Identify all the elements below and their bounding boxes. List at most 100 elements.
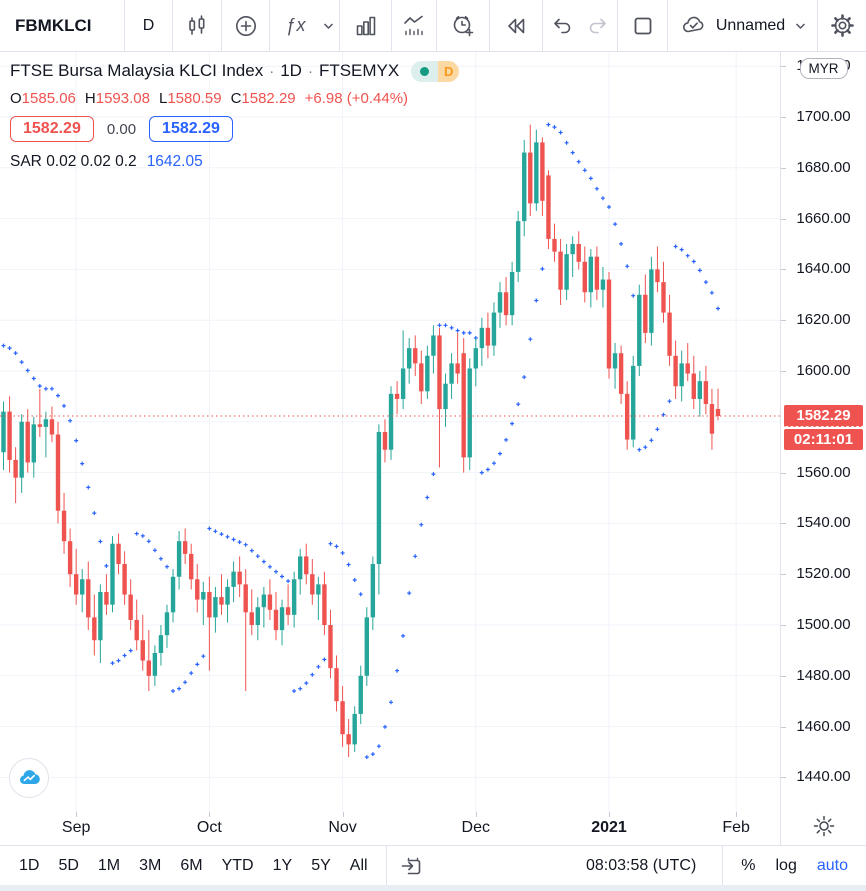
exchange-label[interactable]: FTSEMYX	[318, 61, 400, 80]
candle-body	[346, 734, 351, 745]
candle-body	[158, 635, 164, 653]
candle-body	[406, 348, 412, 369]
candle-body	[358, 675, 363, 714]
undo-icon[interactable]	[546, 9, 580, 43]
indicators-fx-icon[interactable]: ƒx	[285, 15, 307, 35]
close-label: C	[230, 89, 242, 107]
settings-gear-icon[interactable]	[825, 9, 859, 43]
candle-body	[370, 564, 376, 618]
candle-body	[104, 591, 109, 605]
indicator-legend-row[interactable]: SAR 0.02 0.02 0.2 1642.05	[10, 153, 459, 171]
currency-badge[interactable]: MYR	[799, 58, 848, 79]
open-value: 1585.06	[21, 89, 76, 107]
range-button-6M[interactable]: 6M	[180, 857, 203, 874]
range-button-1M[interactable]: 1M	[97, 857, 121, 874]
bar-replay-icon[interactable]	[499, 9, 533, 43]
chevron-down-icon[interactable]	[795, 22, 806, 30]
candle-body	[473, 348, 478, 369]
candle-body	[413, 348, 418, 364]
auto-scale-button[interactable]: auto	[816, 857, 848, 874]
candle-body	[37, 424, 43, 427]
range-button-1D[interactable]: 1D	[19, 857, 40, 874]
chart-pane[interactable]: FTSE Bursa Malaysia KLCI Index · 1D · FT…	[0, 52, 780, 812]
interval-label[interactable]: 1D	[280, 61, 302, 80]
symbol-search-button[interactable]: FBMKLCI	[15, 15, 92, 35]
cloud-save-icon[interactable]	[679, 9, 709, 43]
candle-body	[122, 564, 127, 595]
chevron-down-icon[interactable]	[323, 22, 334, 30]
candle-body	[304, 556, 309, 575]
candle-body	[237, 571, 242, 585]
go-to-date-icon[interactable]	[395, 849, 429, 883]
market-status-badge[interactable]: D	[411, 60, 460, 82]
candle-body	[382, 431, 388, 450]
time-axis-tick	[209, 812, 211, 817]
candle-body	[334, 668, 339, 702]
candle-body	[146, 660, 152, 676]
candle-body	[552, 238, 557, 252]
high-value: 1593.08	[95, 89, 150, 107]
candlestick-style-icon[interactable]	[180, 9, 214, 43]
candle-body	[467, 368, 472, 458]
interval-button[interactable]: D	[142, 16, 155, 34]
brightness-sun-icon[interactable]	[812, 814, 836, 843]
redo-icon[interactable]	[580, 9, 614, 43]
indicator-value: 1642.05	[146, 153, 203, 170]
indicator-templates-icon[interactable]	[349, 9, 383, 43]
percent-scale-button[interactable]: %	[741, 857, 756, 874]
price-axis-tick	[781, 371, 786, 372]
candle-body	[140, 640, 145, 661]
candle-body	[291, 579, 297, 615]
range-button-1Y[interactable]: 1Y	[272, 857, 293, 874]
range-button-All[interactable]: All	[349, 857, 368, 874]
log-scale-button[interactable]: log	[775, 857, 797, 874]
range-button-5Y[interactable]: 5Y	[311, 857, 331, 874]
candle-body	[152, 652, 158, 676]
price-axis-label: 1500.00	[796, 616, 851, 633]
candle-body	[715, 408, 721, 416]
range-button-YTD[interactable]: YTD	[221, 857, 254, 874]
symbol-title[interactable]: FTSE Bursa Malaysia KLCI Index	[10, 61, 264, 80]
price-axis-tick	[781, 117, 786, 118]
low-label: L	[158, 89, 168, 107]
change-value: +6.98 (+0.44%)	[304, 89, 409, 107]
ohlc-row: O 1585.06 H 1593.08 L 1580.59 C 1582.29 …	[10, 89, 459, 107]
price-axis-tick	[781, 269, 786, 271]
compare-add-icon[interactable]	[229, 9, 263, 43]
alert-clock-plus-icon[interactable]	[446, 9, 480, 43]
buy-price-box[interactable]: 1582.29	[149, 116, 233, 142]
candle-body	[679, 363, 684, 387]
price-axis[interactable]: MYR 1440.00 1460.00 1480.00 1500.00 1520.00 1…	[780, 52, 866, 845]
candle-body	[449, 363, 454, 384]
layout-square-icon[interactable]	[626, 9, 660, 43]
candle-body	[455, 363, 460, 374]
chart-patterns-icon[interactable]	[397, 9, 431, 43]
sell-price-box[interactable]: 1582.29	[10, 116, 94, 142]
open-label: O	[10, 89, 22, 107]
price-axis-tick	[781, 167, 786, 169]
time-axis-tick	[736, 812, 738, 817]
range-button-3M[interactable]: 3M	[139, 857, 162, 874]
candle-body	[479, 327, 485, 349]
clock-utc[interactable]: 08:03:58 (UTC)	[586, 857, 697, 874]
candle-body	[86, 579, 91, 618]
candle-body	[207, 591, 212, 618]
candle-body	[582, 261, 587, 293]
time-axis-tick	[76, 812, 78, 817]
candle-body	[273, 609, 279, 631]
layout-name-button[interactable]: Unnamed	[715, 16, 786, 34]
price-axis-tick	[781, 472, 786, 474]
symbol-search-group: FBMKLCI	[0, 0, 125, 51]
candle-body	[528, 152, 533, 204]
candle-body	[249, 612, 254, 625]
candle-body	[624, 393, 630, 440]
tradingview-logo-button[interactable]	[9, 758, 49, 798]
time-axis[interactable]: Sep Oct Nov Dec 2021 Feb	[0, 812, 780, 845]
candle-body	[631, 365, 636, 440]
indicator-name: SAR 0.02 0.02 0.2	[10, 153, 137, 170]
candle-body	[219, 597, 224, 605]
range-button-5D[interactable]: 5D	[58, 857, 79, 874]
last-price-label[interactable]: 1582.29	[784, 404, 863, 427]
candle-body	[13, 459, 18, 478]
price-chart[interactable]	[0, 52, 780, 812]
